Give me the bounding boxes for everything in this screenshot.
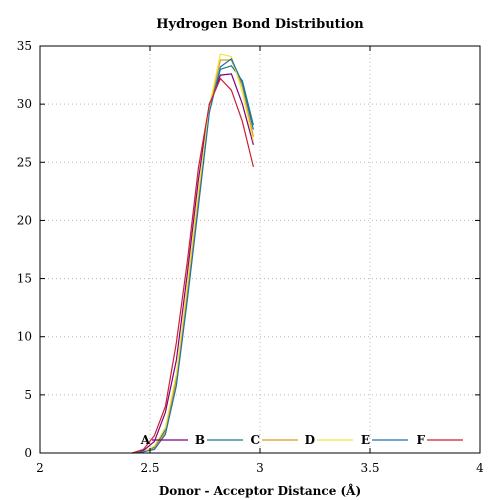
legend-label-d: D — [305, 433, 315, 447]
legend: A B C D E F — [140, 433, 463, 447]
y-tick-label: 25 — [17, 155, 32, 169]
y-tick-label: 10 — [17, 330, 32, 344]
series-line-a — [132, 73, 254, 454]
x-tick-label: 3.5 — [360, 461, 379, 475]
x-tick-label: 2.5 — [140, 461, 159, 475]
x-tick-label: 3 — [256, 461, 264, 475]
legend-label-c: C — [250, 433, 260, 447]
chart-title: Hydrogen Bond Distribution — [156, 17, 364, 32]
series-layer — [132, 53, 254, 454]
y-tick-label: 30 — [17, 97, 32, 111]
legend-label-b: B — [195, 433, 205, 447]
legend-label-f: F — [416, 433, 425, 447]
plot-frame — [39, 45, 481, 454]
x-axis-label: Donor - Acceptor Distance (Å) — [159, 483, 361, 498]
legend-label-e: E — [361, 433, 370, 447]
x-tick-label: 4 — [476, 461, 484, 475]
y-tick-label: 35 — [17, 39, 32, 53]
x-tick-label: 2 — [36, 461, 44, 475]
y-tick-label: 0 — [24, 446, 32, 460]
series-line-e — [132, 57, 254, 454]
y-tick-label: 5 — [24, 388, 32, 402]
grid-layer — [40, 46, 480, 453]
y-tick-label: 15 — [17, 272, 32, 286]
tick-layer: 2 2.5 3 3.5 4 0 5 10 15 20 25 30 35 — [17, 39, 484, 475]
series-line-f — [132, 77, 254, 454]
legend-label-a: A — [140, 433, 151, 447]
y-tick-label: 20 — [17, 213, 32, 227]
